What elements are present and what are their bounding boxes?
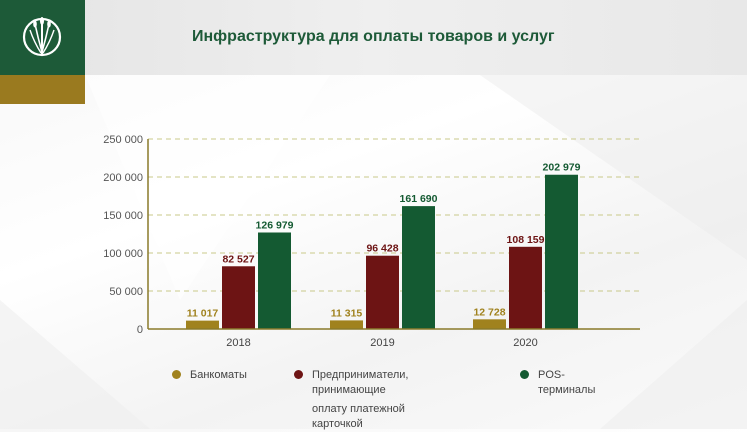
x-tick-label: 2020 [513, 337, 537, 349]
legend-label-merchants-line2: оплату платежной карточкой [312, 403, 405, 430]
y-tick-label: 150 000 [103, 210, 143, 222]
data-label: 126 979 [256, 219, 294, 231]
wheat-emblem-icon [22, 17, 62, 57]
bar [402, 206, 435, 329]
header-band [0, 0, 747, 75]
bar [473, 319, 506, 329]
gold-accent-bar [0, 75, 85, 104]
legend-label-atm: Банкоматы [190, 369, 247, 381]
bar [509, 246, 542, 329]
bar [545, 174, 578, 329]
legend-label-pos: POS-терминалы [538, 369, 596, 396]
data-label: 108 159 [507, 234, 545, 246]
y-tick-label: 100 000 [103, 248, 143, 260]
bar [366, 255, 399, 329]
y-tick-label: 250 000 [103, 134, 143, 146]
data-label: 202 979 [543, 162, 581, 174]
bar [330, 320, 363, 329]
legend-swatch-pos [520, 370, 529, 379]
x-tick-label: 2018 [226, 337, 250, 349]
data-labels: 11 017 82 527 126 979 11 315 96 428 161 690 12… [187, 162, 581, 320]
logo-box [0, 0, 85, 75]
data-label: 161 690 [400, 193, 438, 205]
y-tick-label: 0 [137, 324, 143, 336]
data-label: 12 728 [473, 306, 505, 318]
legend-swatch-atm [172, 370, 181, 379]
bar [222, 266, 255, 329]
data-label: 96 428 [366, 243, 398, 255]
bars [186, 174, 578, 329]
y-tick-label: 200 000 [103, 172, 143, 184]
bar [258, 232, 291, 329]
y-tick-label: 50 000 [109, 286, 143, 298]
x-axis: 2018 2019 2020 [147, 139, 640, 349]
legend-label-merchants-line1: Предприниматели, принимающие [312, 369, 409, 396]
data-label: 11 017 [187, 308, 219, 320]
bar [186, 320, 219, 329]
y-tick-labels: 0 50 000 100 000 150 000 200 000 250 000 [103, 134, 143, 336]
legend-swatch-merchants [294, 370, 303, 379]
data-label: 82 527 [222, 253, 254, 265]
data-label: 11 315 [331, 307, 363, 319]
x-tick-label: 2019 [370, 337, 394, 349]
page-title: Инфраструктура для оплаты товаров и услу… [192, 28, 555, 45]
